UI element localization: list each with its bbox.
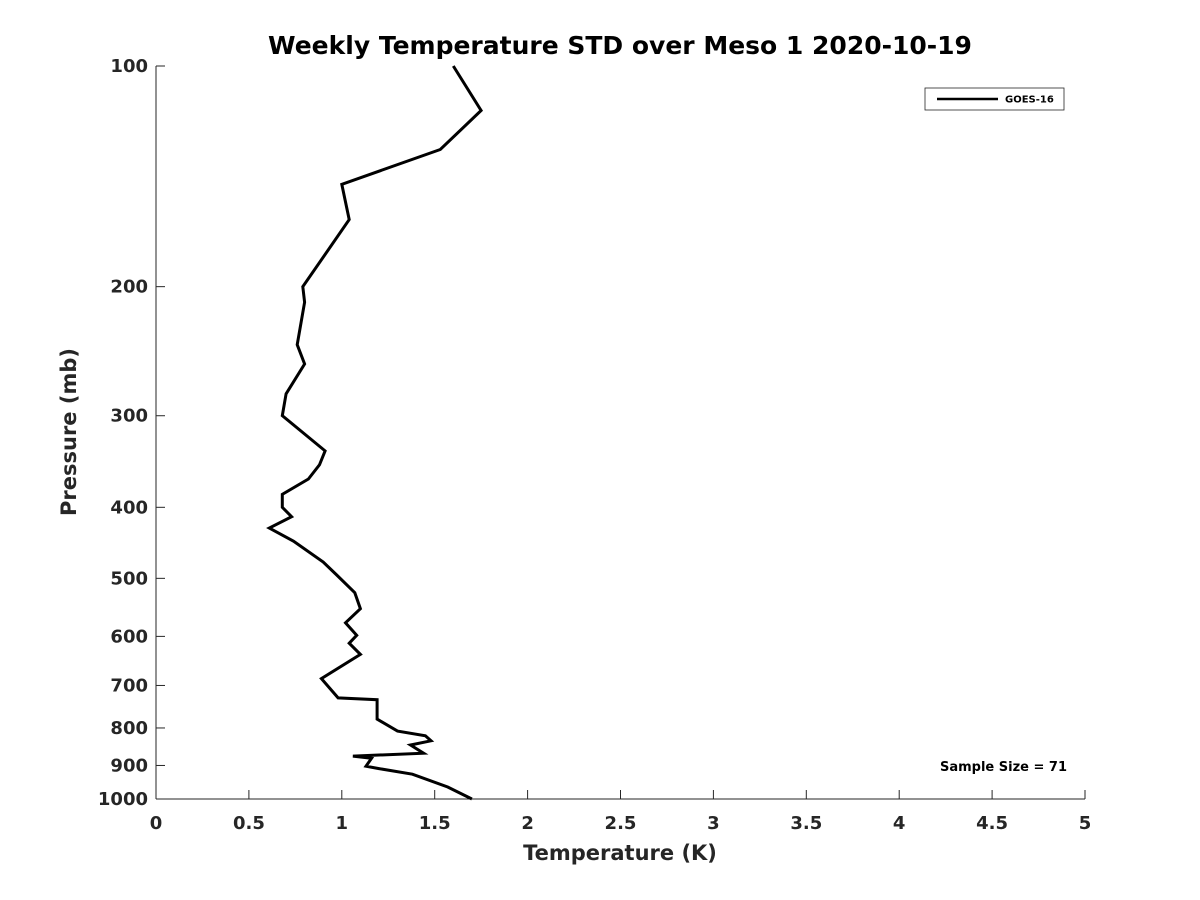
y-tick-label: 200 bbox=[110, 277, 148, 298]
y-tick-label: 500 bbox=[110, 568, 148, 589]
x-tick-label: 3.5 bbox=[790, 813, 822, 834]
x-tick-label: 2 bbox=[521, 813, 534, 834]
chart-title: Weekly Temperature STD over Meso 1 2020-… bbox=[268, 31, 972, 60]
x-tick-label: 3 bbox=[707, 813, 720, 834]
x-tick-label: 4 bbox=[893, 813, 906, 834]
x-tick-label: 5 bbox=[1079, 813, 1092, 834]
y-tick-label: 900 bbox=[110, 755, 148, 776]
legend-entry-goes-16: GOES-16 bbox=[1005, 95, 1054, 106]
x-tick-label: 0 bbox=[150, 813, 163, 834]
y-tick-label: 400 bbox=[110, 497, 148, 518]
x-tick-label: 0.5 bbox=[233, 813, 265, 834]
series-line-goes-16 bbox=[266, 65, 484, 801]
x-tick-label: 4.5 bbox=[976, 813, 1008, 834]
y-tick-label: 300 bbox=[110, 406, 148, 427]
y-tick-label: 100 bbox=[110, 56, 148, 77]
x-tick-label: 1 bbox=[336, 813, 349, 834]
x-tick-label: 1.5 bbox=[419, 813, 451, 834]
y-axis-label: Pressure (mb) bbox=[57, 348, 81, 516]
plot-series bbox=[266, 65, 484, 801]
x-axis-label: Temperature (K) bbox=[523, 841, 717, 865]
axes: 0 0.5 1 1.5 2 2.5 3 3.5 4 4.5 5 100 200 300 400 500 600 7… bbox=[98, 56, 1091, 834]
y-tick-label: 800 bbox=[110, 718, 148, 739]
sample-size-annotation: Sample Size = 71 bbox=[940, 760, 1067, 775]
legend: GOES-16 bbox=[924, 87, 1065, 111]
y-tick-label: 600 bbox=[110, 626, 148, 647]
y-tick-label: 700 bbox=[110, 675, 148, 696]
x-tick-label: 2.5 bbox=[605, 813, 637, 834]
y-tick-label: 1000 bbox=[98, 789, 148, 810]
